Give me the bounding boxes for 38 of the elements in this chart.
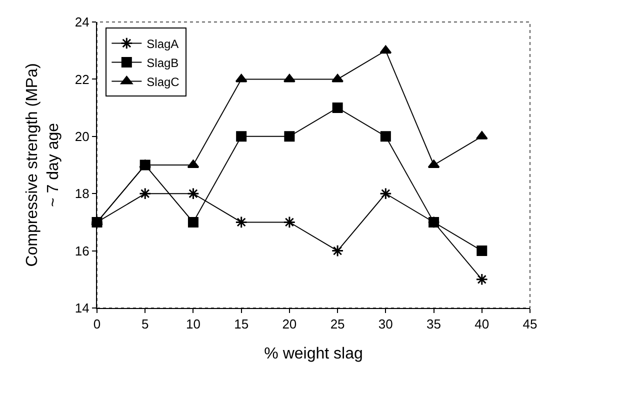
point xyxy=(380,131,391,142)
x-tick-label: 20 xyxy=(282,316,297,332)
y-tick-label: 22 xyxy=(74,72,90,87)
legend-label: SlagA xyxy=(146,36,179,51)
point xyxy=(284,131,295,142)
y-tick-label: 16 xyxy=(74,243,90,258)
x-tick-label: 10 xyxy=(186,316,200,332)
x-tick-label: 5 xyxy=(141,316,149,332)
point xyxy=(332,102,343,114)
x-tick-label: 30 xyxy=(378,316,393,332)
point xyxy=(236,131,247,142)
x-tick-label: 15 xyxy=(234,316,249,332)
y-tick-label: 20 xyxy=(74,128,90,144)
point xyxy=(235,216,248,228)
x-tick-label: 25 xyxy=(330,316,345,332)
point xyxy=(380,45,392,54)
x-tick-label: 0 xyxy=(93,316,101,332)
point xyxy=(380,187,392,200)
point xyxy=(283,74,296,82)
point xyxy=(187,187,200,200)
legend-label: SlagC xyxy=(146,74,180,89)
y-tick-label: 24 xyxy=(74,14,90,30)
y-tick-label: 18 xyxy=(74,186,90,202)
point xyxy=(138,187,152,200)
x-axis-title: % weight slag xyxy=(264,345,363,362)
x-tick-label: 40 xyxy=(474,316,490,332)
y-axis-title: Compressive strength (MPa) ~ 7 day age xyxy=(24,63,62,267)
point xyxy=(188,216,198,228)
point xyxy=(283,216,296,228)
point xyxy=(235,74,248,82)
y-tick-label: 14 xyxy=(74,300,90,316)
point xyxy=(331,244,344,257)
point xyxy=(476,246,488,256)
point xyxy=(476,273,488,286)
legend-label: SlagB xyxy=(146,56,179,70)
x-tick-label: 35 xyxy=(426,316,442,332)
point xyxy=(332,74,344,82)
x-tick-label: 45 xyxy=(522,316,538,332)
